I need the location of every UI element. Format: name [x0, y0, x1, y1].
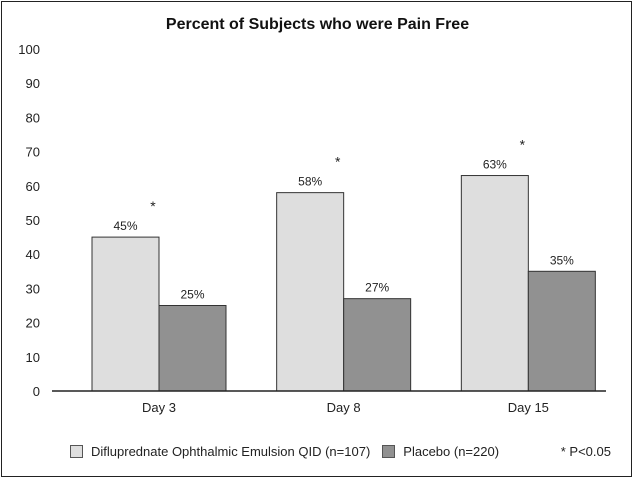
y-tick-label: 10: [26, 350, 40, 365]
y-tick-label: 80: [26, 110, 40, 125]
asterisk-marker: *: [560, 444, 566, 459]
y-tick-label: 40: [26, 247, 40, 262]
legend-label-series-2: Placebo (n=220): [403, 444, 500, 459]
data-label: 27%: [365, 281, 389, 295]
footnote-text: P<0.05: [569, 444, 611, 459]
bar-series-2: [343, 298, 412, 392]
bar-series-2: [527, 270, 596, 392]
data-label: 25%: [180, 288, 204, 302]
data-label: 45%: [113, 219, 137, 233]
legend-label-series-1: Difluprednate Ophthalmic Emulsion QID (n…: [91, 444, 371, 459]
bar-series-1: [276, 192, 345, 392]
y-tick-label: 0: [33, 384, 40, 399]
y-tick-label: 20: [26, 316, 40, 331]
y-tick-label: 70: [26, 145, 40, 160]
significance-asterisk: *: [150, 198, 156, 214]
x-tick-label: Day 15: [508, 400, 549, 415]
legend-swatch-series-2: [382, 445, 396, 458]
y-tick-label: 50: [26, 213, 40, 228]
legend-swatch-series-1: [70, 445, 83, 458]
legend-item-series-2: Placebo (n=220): [382, 444, 499, 459]
x-tick-label: Day 8: [327, 400, 361, 415]
legend: Difluprednate Ophthalmic Emulsion QID (n…: [70, 444, 511, 459]
y-tick-label: 90: [26, 76, 40, 91]
significance-asterisk: *: [335, 154, 341, 170]
significance-footnote: * P<0.05: [561, 444, 611, 459]
y-tick-label: 30: [26, 281, 40, 296]
data-label: 35%: [550, 253, 574, 267]
y-tick-label: 100: [18, 42, 40, 57]
y-tick-label: 60: [26, 179, 40, 194]
bar-series-1: [91, 236, 160, 392]
x-tick-label: Day 3: [142, 400, 176, 415]
bar-series-1: [460, 175, 529, 392]
chart-title: Percent of Subjects who were Pain Free: [165, 16, 470, 33]
data-label: 63%: [483, 158, 507, 172]
data-label: 58%: [298, 175, 322, 189]
bar-series-2: [158, 305, 227, 392]
legend-item-series-1: Difluprednate Ophthalmic Emulsion QID (n…: [70, 444, 370, 459]
significance-asterisk: *: [520, 137, 526, 153]
